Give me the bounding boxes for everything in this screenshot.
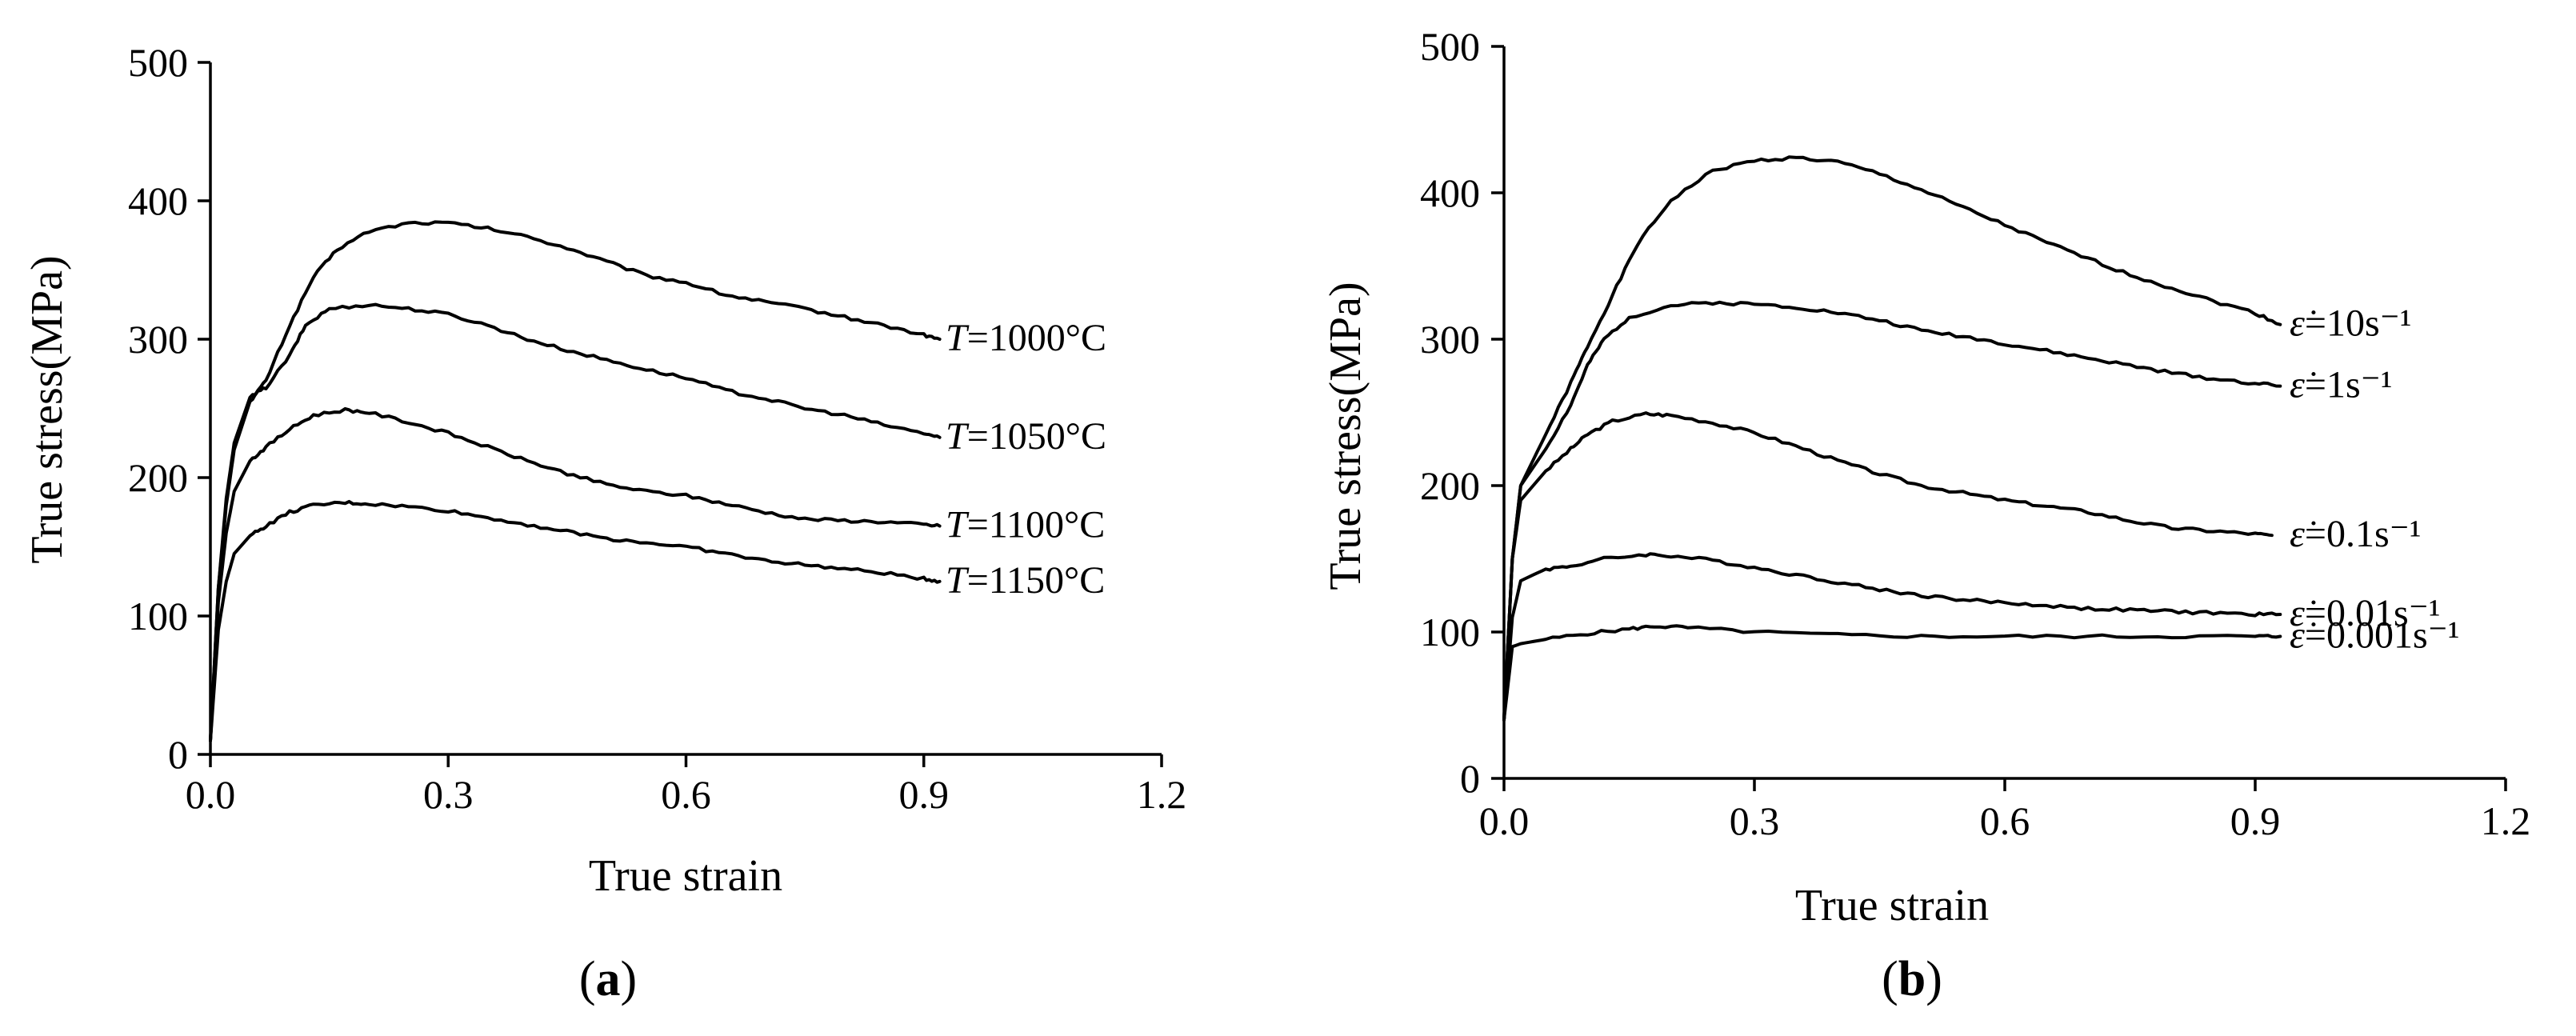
panel-a-label-letter: a [596, 952, 621, 1006]
y-tick-label: 300 [1420, 317, 1480, 362]
series-label: T=1100°C [946, 504, 1105, 546]
series-label-value: =1150°C [967, 559, 1106, 602]
series-label-symbol: T [946, 317, 970, 359]
panel-b-x-ticks: 0.0 0.3 0.6 0.9 1.2 [1479, 778, 2531, 843]
y-tick-label: 100 [128, 594, 188, 638]
series-line [1502, 300, 2282, 722]
panel-a-series [209, 220, 942, 742]
panel-b-series [1502, 155, 2282, 722]
panel-b-y-axis-title: True stress(MPa) [1321, 282, 1370, 590]
series-line [209, 302, 942, 742]
panel-a-y-ticks: 0 100 200 300 400 500 [128, 40, 210, 777]
y-tick-label: 200 [128, 455, 188, 500]
panel-b-series-labels: ε̇=10s⁻¹ ε̇=1s⁻¹ ε̇=0.1s⁻¹ ε̇=0.01s⁻¹ε̇=0.0… [2290, 302, 2459, 657]
series-line [209, 220, 942, 742]
series-label-value: =1s⁻¹ [2305, 364, 2392, 406]
series-label-value: =1050°C [967, 415, 1106, 458]
panel-b-label-close: ) [1926, 952, 1942, 1006]
panel-b-axes [1502, 46, 2506, 780]
x-tick-label: 0.0 [1479, 798, 1530, 843]
y-tick-label: 0 [1460, 756, 1480, 801]
x-tick-label: 0.9 [899, 772, 950, 817]
panel-b-chart: 0 100 200 300 400 500 0.0 0.3 0.6 0.9 1.2 ε̇=10s⁻… [1321, 24, 2530, 1006]
y-tick-label: 200 [1420, 463, 1480, 508]
series-label-symbol: T [946, 415, 970, 458]
x-tick-label: 1.2 [1137, 772, 1187, 817]
panel-a-label-close: ) [621, 952, 638, 1006]
x-tick-label: 0.9 [2230, 798, 2281, 843]
series-label: T=1050°C [946, 415, 1106, 458]
series-line [1502, 552, 2282, 722]
series-label-value: =0.01s⁻¹ [2305, 592, 2440, 634]
series-label: ε̇=0.01s⁻¹ [2290, 592, 2440, 634]
series-label: ε̇=10s⁻¹ [2290, 302, 2411, 345]
x-tick-label: 0.0 [186, 772, 236, 817]
series-line [209, 499, 942, 742]
series-line [209, 406, 942, 742]
panel-a-label: (a) [579, 952, 637, 1006]
series-label-symbol: T [946, 559, 970, 602]
series-line [1502, 155, 2282, 722]
series-label-value: =0.001s⁻¹ [2305, 614, 2459, 656]
series-label-value: =10s⁻¹ [2305, 302, 2411, 345]
y-tick-label: 500 [128, 40, 188, 85]
series-label: T=1000°C [946, 317, 1106, 359]
panel-a-label-open: ( [579, 952, 596, 1006]
panel-b-label-letter: b [1898, 952, 1926, 1006]
y-tick-label: 400 [1420, 170, 1480, 215]
panel-a-series-labels: T=1000°CT=1050°CT=1100°CT=1150°C [946, 317, 1106, 602]
series-label-symbol: T [946, 504, 970, 546]
series-label: T=1150°C [946, 559, 1105, 602]
x-tick-label: 1.2 [2481, 798, 2531, 843]
y-tick-label: 500 [1420, 24, 1480, 69]
panel-a-y-axis-title: True stress(MPa) [22, 255, 72, 563]
panel-b-label: (b) [1882, 952, 1942, 1006]
panel-a-x-axis-title: True strain [589, 851, 782, 901]
series-label-value: =1000°C [967, 317, 1106, 359]
panel-b-y-ticks: 0 100 200 300 400 500 [1420, 24, 1504, 801]
x-tick-label: 0.6 [661, 772, 711, 817]
series-label: ε̇=0.1s⁻¹ [2290, 513, 2421, 555]
y-tick-label: 0 [168, 732, 188, 777]
y-tick-label: 300 [128, 317, 188, 362]
panel-b-x-axis-title: True strain [1795, 881, 1989, 930]
series-label: ε̇=1s⁻¹ [2290, 364, 2392, 406]
x-tick-label: 0.6 [1980, 798, 2030, 843]
panel-b-label-open: ( [1882, 952, 1898, 1006]
x-tick-label: 0.3 [423, 772, 474, 817]
panel-a-axes [209, 62, 1162, 756]
x-tick-label: 0.3 [1730, 798, 1780, 843]
series-label-value: =0.1s⁻¹ [2305, 513, 2421, 555]
series-line [1502, 624, 2282, 722]
y-tick-label: 400 [128, 178, 188, 223]
series-label-value: =1100°C [967, 504, 1106, 546]
y-tick-label: 100 [1420, 610, 1480, 654]
panel-a-x-ticks: 0.0 0.3 0.6 0.9 1.2 [186, 754, 1187, 817]
series-line [1502, 411, 2274, 722]
series-label: ε̇=0.001s⁻¹ [2290, 614, 2459, 656]
